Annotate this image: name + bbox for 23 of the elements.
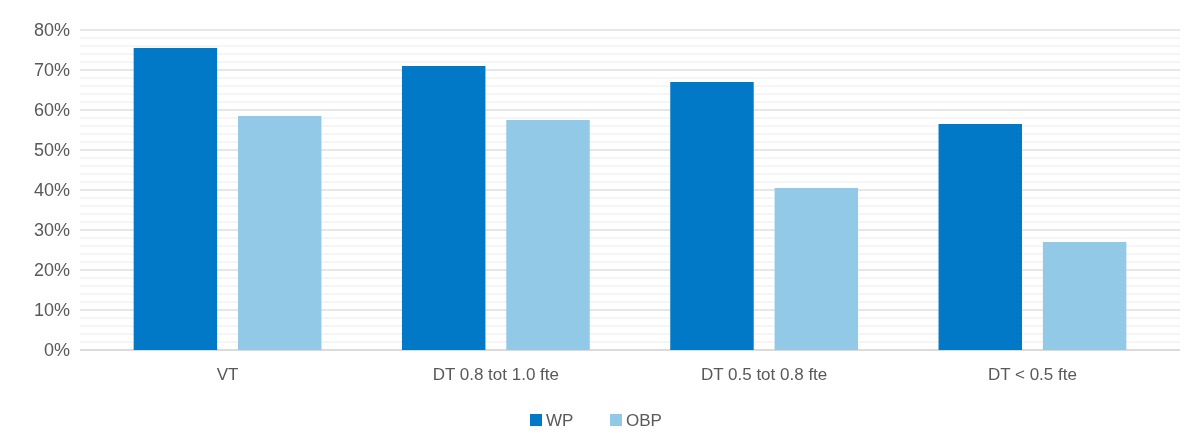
x-tick-label: DT 0.5 tot 0.8 fte	[700, 365, 828, 384]
x-tick-label: VT	[216, 365, 239, 384]
y-tick-label: 50%	[33, 140, 70, 161]
bar	[401, 66, 486, 350]
legend-label: WP	[546, 410, 574, 430]
y-tick-label: 10%	[33, 300, 70, 321]
x-tick-label: DT 0.8 tot 1.0 fte	[432, 365, 560, 384]
y-tick-label: 30%	[33, 220, 70, 241]
bar	[938, 124, 1023, 350]
legend-label: OBP	[626, 410, 662, 430]
bar	[133, 48, 218, 350]
y-tick-label: 20%	[33, 260, 70, 281]
bar	[774, 188, 859, 350]
bar	[506, 120, 590, 350]
y-tick-label: 40%	[33, 180, 70, 201]
y-tick-label: 60%	[33, 100, 70, 121]
x-tick-label: DT < 0.5 fte	[987, 365, 1077, 384]
bar	[1042, 242, 1127, 350]
bar	[238, 116, 322, 350]
y-tick-label: 80%	[33, 20, 70, 41]
y-tick-label: 70%	[33, 60, 70, 81]
y-tick-label: 0%	[43, 340, 70, 361]
bar	[670, 82, 754, 350]
